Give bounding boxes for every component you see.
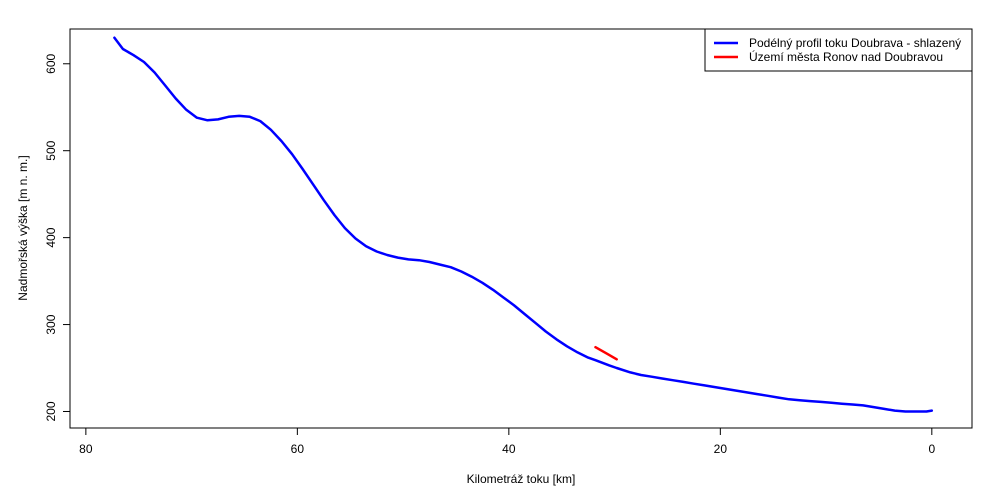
legend-box (704, 28, 973, 72)
y-tick-label: 600 (44, 53, 58, 73)
y-axis-title: Nadmořská výška [m n. m.] (16, 155, 30, 300)
series-layer (113, 36, 934, 413)
y-tick-label: 200 (44, 401, 58, 421)
x-tick-label: 20 (714, 442, 728, 456)
x-axis: 80 60 40 20 0 (79, 427, 935, 456)
x-tick-label: 0 (928, 442, 935, 456)
series-line-town (594, 345, 618, 361)
x-tick-label: 60 (291, 442, 305, 456)
y-tick-label: 300 (44, 314, 58, 334)
x-axis-title: Kilometráž toku [km] (467, 472, 576, 486)
legend-label-town: Území města Ronov nad Doubravou (749, 49, 943, 64)
y-tick-label: 500 (44, 140, 58, 160)
x-tick-label: 80 (79, 442, 93, 456)
y-tick-label: 400 (44, 227, 58, 247)
series-line-profile (113, 36, 934, 413)
y-axis: 200 300 400 500 600 (44, 53, 71, 422)
legend-label-profile: Podélný profil toku Doubrava - shlazený (749, 36, 961, 50)
x-tick-label: 40 (502, 442, 516, 456)
legend: Podélný profil toku Doubrava - shlazený … (704, 28, 973, 72)
